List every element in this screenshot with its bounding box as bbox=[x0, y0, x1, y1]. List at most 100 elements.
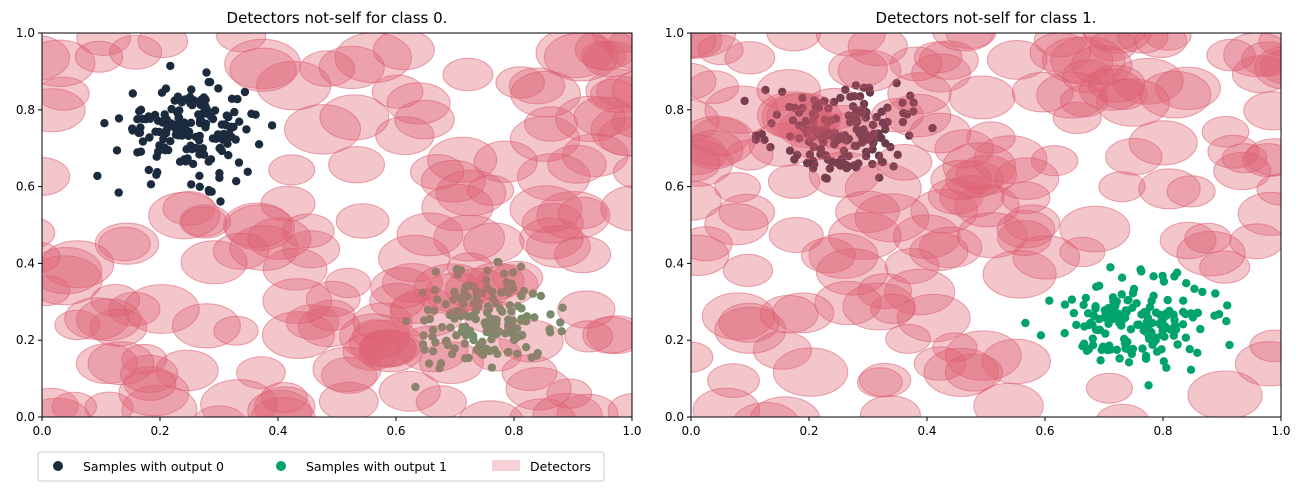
detector-circle bbox=[76, 298, 142, 342]
detector-circle bbox=[318, 45, 385, 90]
detector-circle bbox=[697, 34, 744, 66]
x-tick-label: 0.2 bbox=[150, 424, 169, 438]
detector-circle bbox=[1184, 222, 1232, 254]
detector-circle bbox=[580, 40, 627, 71]
detector-circle bbox=[339, 313, 411, 360]
detector-circle bbox=[334, 33, 412, 84]
detector-circle bbox=[307, 299, 356, 332]
sample-point bbox=[865, 88, 875, 97]
sample-point bbox=[463, 292, 472, 301]
detector-circle bbox=[1166, 175, 1216, 208]
detector-circle bbox=[42, 255, 103, 306]
detector-circle bbox=[433, 214, 506, 262]
sample-point bbox=[203, 106, 212, 115]
sample-point bbox=[1151, 308, 1161, 317]
sample-point bbox=[1159, 277, 1169, 286]
sample-point bbox=[1142, 307, 1151, 317]
detector-circle bbox=[1187, 370, 1263, 417]
detector-circle bbox=[397, 325, 469, 373]
detector-circle bbox=[923, 347, 999, 397]
detector-circle bbox=[491, 260, 544, 295]
detector-circle bbox=[934, 129, 995, 169]
detector-circle bbox=[945, 160, 1004, 199]
detector-circle bbox=[94, 222, 160, 265]
sample-point bbox=[1083, 309, 1093, 318]
sample-point bbox=[545, 325, 554, 334]
detector-circle bbox=[876, 143, 933, 181]
detector-circle bbox=[155, 349, 219, 392]
detector-circle bbox=[704, 85, 779, 134]
detector-circle bbox=[508, 67, 566, 105]
detector-circle bbox=[913, 346, 967, 381]
sample-point bbox=[503, 348, 512, 357]
sample-point bbox=[798, 93, 807, 103]
sample-point bbox=[494, 327, 503, 336]
detector-circle bbox=[247, 217, 312, 260]
sample-point bbox=[886, 142, 895, 152]
detector-circle bbox=[1083, 33, 1152, 54]
detector-circle bbox=[759, 294, 819, 334]
detector-circle bbox=[262, 247, 328, 291]
detector-circle bbox=[691, 117, 750, 157]
detector-circle bbox=[137, 33, 189, 59]
detector-circle bbox=[973, 135, 1048, 184]
sample-point bbox=[461, 354, 470, 363]
detector-circle bbox=[918, 226, 983, 269]
detector-circle bbox=[1134, 33, 1188, 58]
detector-circle bbox=[1012, 235, 1080, 280]
detector-circle bbox=[1052, 101, 1102, 135]
sample-point bbox=[1092, 282, 1101, 291]
detector-circle bbox=[352, 319, 401, 352]
detector-circle bbox=[611, 106, 632, 138]
detector-circle bbox=[1254, 45, 1281, 90]
sample-point bbox=[1081, 293, 1091, 303]
detector-circle bbox=[607, 393, 632, 417]
detector-circle bbox=[1231, 55, 1281, 94]
sample-point bbox=[474, 302, 483, 311]
detector-circle bbox=[718, 302, 780, 343]
sample-point bbox=[1159, 357, 1169, 366]
detector-circle bbox=[767, 164, 821, 199]
detector-circle bbox=[987, 40, 1048, 80]
sample-point bbox=[173, 92, 183, 101]
detector-circle bbox=[948, 75, 1016, 120]
sample-point bbox=[488, 294, 498, 303]
detector-circle bbox=[359, 330, 418, 368]
detector-circle bbox=[847, 33, 908, 67]
detector-circle bbox=[1259, 49, 1281, 84]
detector-circle bbox=[256, 60, 332, 111]
detector-circle bbox=[956, 212, 1028, 259]
detector-circle bbox=[847, 33, 908, 67]
detector-circle bbox=[1059, 205, 1131, 253]
detector-circle bbox=[260, 382, 308, 414]
detector-circle bbox=[597, 116, 632, 157]
sample-point bbox=[822, 174, 831, 183]
detector-circle bbox=[801, 237, 856, 274]
detector-circle bbox=[1059, 205, 1131, 253]
x-tick-label: 0.0 bbox=[681, 424, 700, 438]
sample-point bbox=[824, 104, 833, 113]
detector-circle bbox=[1207, 134, 1260, 169]
detector-circle bbox=[212, 232, 270, 270]
detector-circle bbox=[285, 304, 340, 340]
detector-circle bbox=[722, 253, 774, 287]
detector-circle bbox=[261, 311, 335, 359]
detector-circle bbox=[704, 85, 779, 134]
detector-circle bbox=[944, 330, 1022, 381]
sample-point bbox=[1149, 272, 1158, 281]
detector-circle bbox=[918, 226, 983, 269]
detector-circle bbox=[691, 133, 727, 176]
sample-point bbox=[1117, 290, 1126, 299]
detector-circle bbox=[927, 178, 984, 215]
y-tick-label: 0.2 bbox=[665, 333, 684, 347]
detector-circle bbox=[966, 121, 1016, 154]
detector-circle bbox=[42, 156, 71, 197]
detector-circle bbox=[1201, 116, 1250, 148]
sample-point bbox=[902, 110, 912, 119]
detector-circle bbox=[42, 39, 96, 87]
sample-point bbox=[1172, 268, 1182, 277]
detector-circle bbox=[517, 153, 591, 202]
sample-point bbox=[828, 157, 837, 166]
detector-circle bbox=[224, 204, 295, 251]
sample-point bbox=[446, 323, 455, 332]
